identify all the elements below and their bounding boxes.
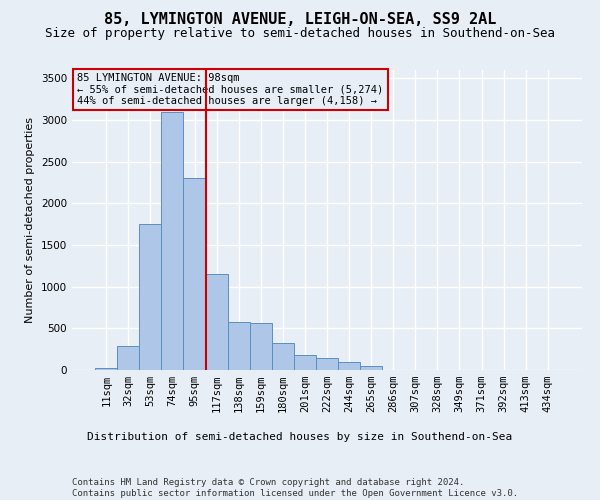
Bar xyxy=(117,346,139,370)
Text: 85, LYMINGTON AVENUE, LEIGH-ON-SEA, SS9 2AL: 85, LYMINGTON AVENUE, LEIGH-ON-SEA, SS9 … xyxy=(104,12,496,28)
Bar xyxy=(316,358,338,370)
Bar xyxy=(184,178,206,370)
Bar xyxy=(272,342,294,370)
Text: Size of property relative to semi-detached houses in Southend-on-Sea: Size of property relative to semi-detach… xyxy=(45,28,555,40)
Text: 85 LYMINGTON AVENUE: 98sqm
← 55% of semi-detached houses are smaller (5,274)
44%: 85 LYMINGTON AVENUE: 98sqm ← 55% of semi… xyxy=(77,73,383,106)
Bar xyxy=(161,112,184,370)
Bar xyxy=(338,362,360,370)
Text: Distribution of semi-detached houses by size in Southend-on-Sea: Distribution of semi-detached houses by … xyxy=(88,432,512,442)
Text: Contains HM Land Registry data © Crown copyright and database right 2024.
Contai: Contains HM Land Registry data © Crown c… xyxy=(72,478,518,498)
Bar xyxy=(206,274,227,370)
Y-axis label: Number of semi-detached properties: Number of semi-detached properties xyxy=(25,117,35,323)
Bar xyxy=(360,366,382,370)
Bar xyxy=(227,322,250,370)
Bar xyxy=(95,368,117,370)
Bar xyxy=(294,356,316,370)
Bar xyxy=(250,324,272,370)
Bar xyxy=(139,224,161,370)
